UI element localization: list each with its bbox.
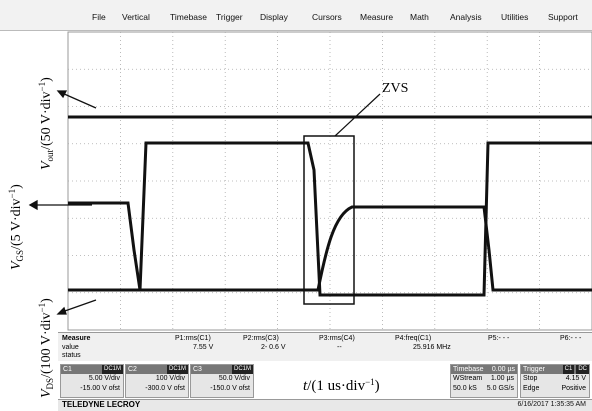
trigger-coupling: DC bbox=[576, 365, 589, 374]
channel-header: C3 DC1M bbox=[191, 365, 253, 374]
measure-header: P1:rms(C1) bbox=[175, 335, 211, 342]
channel-row: -15.00 V ofst bbox=[61, 384, 123, 394]
menu-item[interactable]: Measure bbox=[360, 12, 393, 22]
trigger-mode: Stop bbox=[521, 374, 537, 384]
menu-item[interactable]: Vertical bbox=[122, 12, 150, 22]
menu-item[interactable]: Math bbox=[410, 12, 429, 22]
trigger-type: Edge bbox=[521, 384, 539, 394]
channel-scale: 100 V/div bbox=[156, 375, 185, 382]
channel-header: C2 DC1M bbox=[126, 365, 188, 374]
vgs-axis-label: VGS/(5 V·div−1) bbox=[7, 184, 25, 270]
label-superscript: −1 bbox=[365, 377, 375, 387]
label-unit: /(1 us·div bbox=[307, 378, 365, 394]
measure-header: P5:- - - bbox=[488, 335, 509, 342]
channel-name: C3 bbox=[193, 366, 202, 373]
menu-item[interactable]: Trigger bbox=[216, 12, 243, 22]
label-end: ) bbox=[39, 298, 54, 303]
menu-item[interactable]: Display bbox=[260, 12, 288, 22]
measure-value: 2- 0.6 V bbox=[261, 344, 286, 351]
channel-row: -300.0 V ofst bbox=[126, 384, 188, 394]
measure-value: -- bbox=[337, 344, 342, 351]
timebase-delay: 0.00 µs bbox=[492, 365, 517, 374]
trigger-label: Trigger bbox=[523, 366, 545, 373]
zvs-label: ZVS bbox=[382, 81, 408, 96]
trigger-level: 4.15 V bbox=[566, 375, 586, 382]
channel-name: C1 bbox=[63, 366, 72, 373]
vds-axis-label: VDS/(100 V·div−1) bbox=[37, 298, 55, 398]
measure-value: 25.916 MHz bbox=[413, 344, 451, 351]
menu-item[interactable]: Cursors bbox=[312, 12, 342, 22]
menu-item[interactable]: Utilities bbox=[501, 12, 528, 22]
timebase-scale: 1.00 µs bbox=[491, 375, 514, 382]
channel-header: C1 DC1M bbox=[61, 365, 123, 374]
vout-axis-label: Vout/(50 V·div−1) bbox=[37, 77, 55, 170]
label-unit: /(100 V·div bbox=[39, 312, 54, 377]
timebase-rate: 5.0 GS/s bbox=[487, 385, 514, 392]
screenshot: ZVS Vout/(50 V·div−1) VGS/(5 V·div−1) VD… bbox=[0, 0, 592, 411]
channel-name: C2 bbox=[128, 366, 137, 373]
channel-row: 5.00 V/div bbox=[61, 374, 123, 384]
label-superscript: −1 bbox=[7, 189, 17, 199]
channel-offset: -150.0 V ofst bbox=[210, 385, 250, 392]
measure-header: P3:rms(C4) bbox=[319, 335, 355, 342]
channel-scale: 5.00 V/div bbox=[89, 375, 120, 382]
label-subscript: DS bbox=[45, 378, 55, 390]
label-superscript: −1 bbox=[37, 303, 47, 313]
label-subscript: out bbox=[45, 149, 55, 161]
measure-header: Measure bbox=[62, 335, 90, 342]
label-subscript: GS bbox=[15, 250, 25, 262]
brand: TELEDYNE LECROY bbox=[62, 400, 140, 409]
channel-scale: 50.0 V/div bbox=[219, 375, 250, 382]
channel-offset: -300.0 V ofst bbox=[145, 385, 185, 392]
label-unit: /(5 V·div bbox=[9, 198, 24, 249]
channel-coupling: DC1M bbox=[167, 365, 188, 374]
menu-item[interactable]: Support bbox=[548, 12, 578, 22]
timestamp: 6/16/2017 1:35:35 AM bbox=[518, 401, 587, 408]
channel-row: 50.0 V/div bbox=[191, 374, 253, 384]
label-unit: /(50 V·div bbox=[39, 91, 54, 149]
channel-row: 100 V/div bbox=[126, 374, 188, 384]
measure-header: P6:- - - bbox=[560, 335, 581, 342]
menu-item[interactable]: File bbox=[92, 12, 106, 22]
timebase-mode: WStream bbox=[451, 374, 482, 384]
channel-row: -150.0 V ofst bbox=[191, 384, 253, 394]
channel-coupling: DC1M bbox=[102, 365, 123, 374]
label-end: ) bbox=[9, 184, 24, 189]
timebase-box: Timebase 0.00 µs WStream 1.00 µs 50.0 kS 5… bbox=[450, 364, 518, 398]
measure-value: value bbox=[62, 344, 79, 351]
time-axis-label: t/(1 us·div−1) bbox=[303, 377, 380, 394]
label-end: ) bbox=[39, 77, 54, 82]
channel-coupling: DC1M bbox=[232, 365, 253, 374]
measure-value: 7.55 V bbox=[193, 344, 213, 351]
label-superscript: −1 bbox=[37, 82, 47, 92]
label-end: ) bbox=[375, 378, 380, 394]
measure-status: status bbox=[62, 352, 81, 359]
trigger-source: C1 bbox=[563, 365, 575, 374]
timebase-label: Timebase bbox=[453, 366, 483, 373]
measure-header: P2:rms(C3) bbox=[243, 335, 279, 342]
trigger-slope: Positive bbox=[561, 385, 586, 392]
menu-item[interactable]: Timebase bbox=[170, 12, 207, 22]
measure-header: P4:freq(C1) bbox=[395, 335, 431, 342]
menu-item[interactable]: Analysis bbox=[450, 12, 482, 22]
channel-offset: -15.00 V ofst bbox=[80, 385, 120, 392]
timebase-samples: 50.0 kS bbox=[451, 384, 477, 394]
